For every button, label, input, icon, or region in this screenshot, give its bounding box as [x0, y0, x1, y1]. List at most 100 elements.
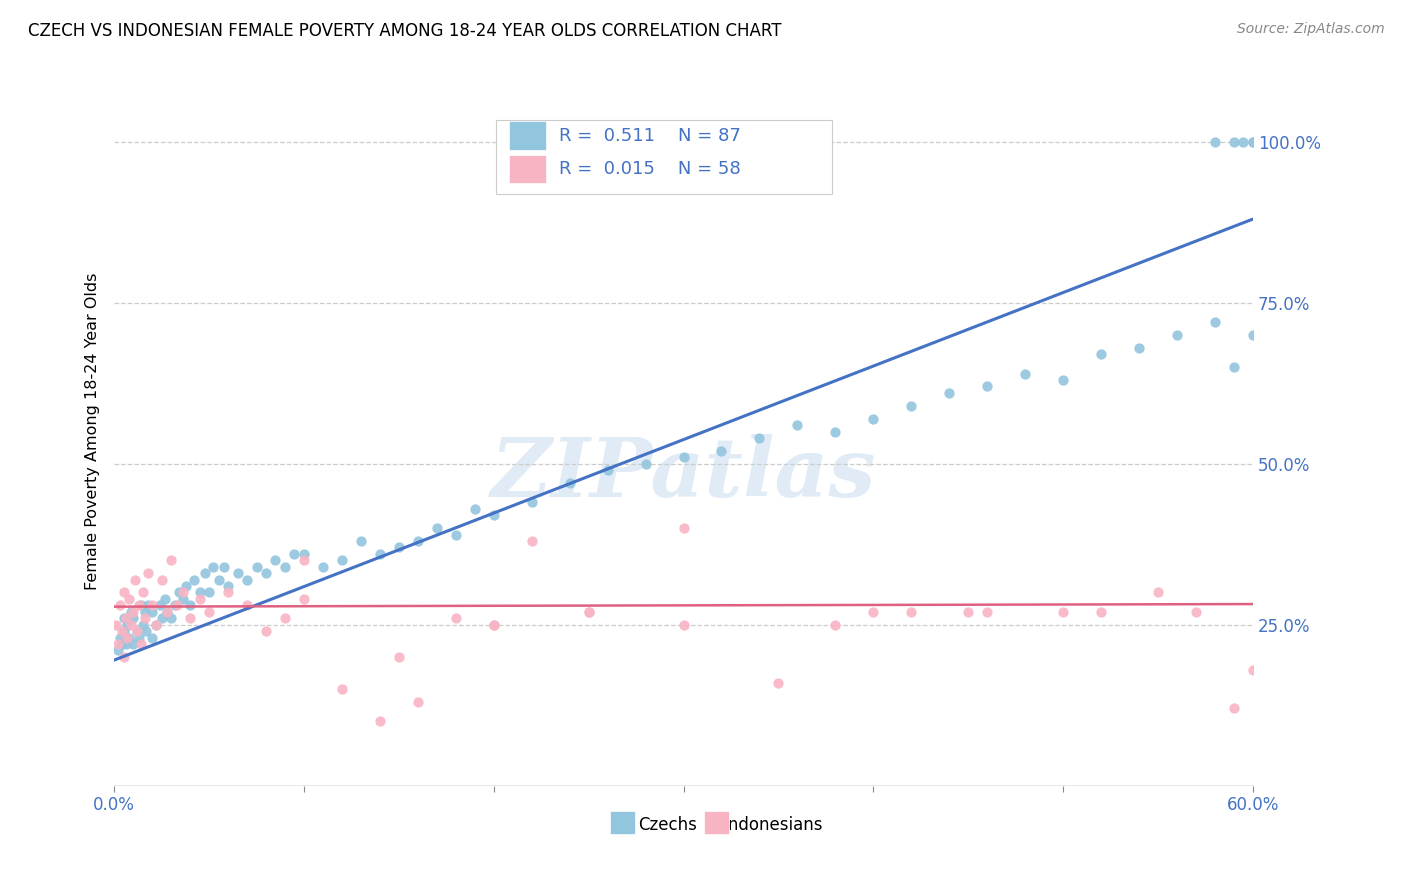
Point	[1241, 663, 1264, 677]
Point	[120, 617, 142, 632]
Point	[520, 495, 543, 509]
Point	[112, 624, 135, 639]
Point	[578, 605, 600, 619]
Point	[520, 533, 543, 548]
Point	[596, 463, 619, 477]
Bar	[496, 120, 831, 194]
Point	[1014, 367, 1036, 381]
Text: ZIPatlas: ZIPatlas	[491, 434, 876, 514]
Point	[160, 553, 183, 567]
Point	[1241, 135, 1264, 149]
Point	[167, 585, 190, 599]
Point	[444, 527, 467, 541]
Text: Czechs: Czechs	[638, 815, 697, 833]
Point	[938, 385, 960, 400]
Y-axis label: Female Poverty Among 18-24 Year Olds: Female Poverty Among 18-24 Year Olds	[86, 273, 100, 591]
Point	[976, 379, 998, 393]
Point	[814, 135, 837, 149]
Point	[1241, 328, 1264, 343]
Point	[862, 411, 884, 425]
Point	[114, 611, 136, 625]
Point	[120, 605, 142, 619]
Point	[1223, 701, 1246, 715]
Point	[111, 624, 134, 639]
Point	[107, 637, 129, 651]
Point	[124, 573, 146, 587]
Point	[350, 533, 373, 548]
Point	[388, 541, 411, 555]
Point	[149, 599, 172, 613]
Point	[134, 605, 156, 619]
Point	[183, 573, 205, 587]
Point	[1204, 315, 1226, 329]
Point	[634, 457, 657, 471]
Point	[179, 599, 201, 613]
Point	[330, 681, 353, 696]
Point	[274, 611, 297, 625]
Point	[957, 605, 980, 619]
Point	[131, 585, 153, 599]
Point	[776, 135, 799, 149]
Point	[292, 591, 315, 606]
Point	[758, 135, 780, 149]
Point	[145, 617, 167, 632]
Point	[1232, 135, 1254, 149]
Point	[198, 585, 221, 599]
Point	[188, 591, 211, 606]
Point	[292, 553, 315, 567]
Point	[117, 617, 139, 632]
Point	[900, 605, 922, 619]
Point	[1147, 585, 1170, 599]
Point	[201, 559, 224, 574]
Point	[166, 599, 188, 613]
Point	[824, 617, 846, 632]
Point	[217, 585, 239, 599]
Point	[292, 547, 315, 561]
Point	[672, 521, 695, 535]
Point	[129, 637, 152, 651]
Point	[1223, 360, 1246, 375]
Point	[125, 624, 148, 639]
Text: CZECH VS INDONESIAN FEMALE POVERTY AMONG 18-24 YEAR OLDS CORRELATION CHART: CZECH VS INDONESIAN FEMALE POVERTY AMONG…	[28, 22, 782, 40]
Point	[444, 611, 467, 625]
Point	[368, 547, 391, 561]
Point	[141, 605, 163, 619]
Point	[198, 605, 221, 619]
Point	[155, 591, 177, 606]
Point	[236, 599, 259, 613]
Point	[135, 624, 157, 639]
Point	[406, 533, 429, 548]
Point	[406, 695, 429, 709]
Point	[160, 611, 183, 625]
Point	[129, 599, 152, 613]
Point	[122, 611, 145, 625]
Point	[138, 566, 160, 581]
Point	[368, 714, 391, 729]
Point	[172, 591, 194, 606]
Point	[172, 585, 194, 599]
Point	[194, 566, 217, 581]
Point	[236, 573, 259, 587]
Point	[156, 605, 179, 619]
Point	[138, 599, 160, 613]
Point	[111, 637, 134, 651]
Point	[112, 585, 135, 599]
Point	[274, 559, 297, 574]
Point	[163, 599, 186, 613]
Point	[150, 573, 173, 587]
Point	[134, 611, 156, 625]
Point	[118, 631, 141, 645]
Point	[786, 418, 808, 433]
Bar	[509, 121, 546, 150]
Point	[768, 675, 790, 690]
Point	[125, 624, 148, 639]
Point	[145, 617, 167, 632]
Text: Source: ZipAtlas.com: Source: ZipAtlas.com	[1237, 22, 1385, 37]
Point	[464, 501, 486, 516]
Point	[122, 637, 145, 651]
Point	[900, 399, 922, 413]
Point	[254, 624, 277, 639]
Point	[254, 566, 277, 581]
Point	[118, 591, 141, 606]
Point	[108, 631, 131, 645]
